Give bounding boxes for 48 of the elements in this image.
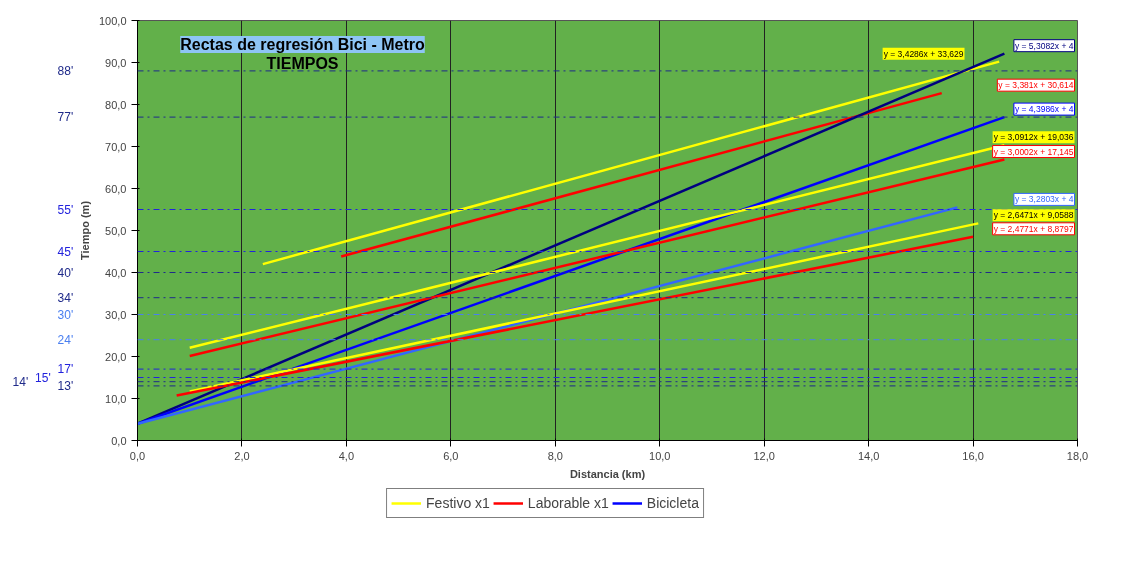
ref-line-label: 30' — [57, 307, 74, 322]
x-tick-label: 2,0 — [234, 449, 250, 462]
ref-line-label: 88' — [57, 63, 74, 78]
ref-line-label: 24' — [57, 332, 74, 347]
ref-line-label: 77' — [57, 110, 74, 125]
ref-line-label: 13' — [57, 378, 74, 393]
ref-line-label: 45' — [57, 244, 74, 259]
y-tick-label: 70,0 — [105, 140, 127, 153]
y-tick-label: 80,0 — [105, 98, 127, 111]
x-tick-label: 12,0 — [753, 449, 775, 462]
ref-line-label: 17' — [57, 362, 74, 377]
x-tick-label: 16,0 — [962, 449, 984, 462]
x-tick-label: 4,0 — [338, 449, 355, 462]
y-tick-label: 10,0 — [105, 392, 127, 405]
y-tick-label: 0,0 — [111, 434, 127, 447]
y-tick-label: 50,0 — [105, 224, 127, 237]
annotation: y = 4,3986x + 4 — [1014, 104, 1074, 115]
ref-line-label: 40' — [57, 265, 74, 280]
annotation: y = 3,2803x + 4 — [1014, 194, 1074, 205]
annotation: y = 3,0912x + 19,036 — [993, 132, 1074, 143]
x-tick-label: 6,0 — [443, 449, 459, 462]
x-tick-label: 8,0 — [547, 449, 563, 462]
legend-label: Bicicleta — [646, 495, 699, 511]
x-tick-label: 14,0 — [857, 449, 880, 462]
y-tick-label: 100,0 — [98, 14, 127, 27]
y-axis-title: Tiempo (m) — [78, 200, 91, 261]
annotation: y = 3,0002x + 17,145 — [993, 146, 1074, 157]
legend-label: Festivo x1 — [426, 495, 490, 511]
annotation: y = 2,6471x + 9,0588 — [993, 210, 1074, 221]
legend-label: Laborable x1 — [527, 495, 609, 511]
y-tick-label: 20,0 — [105, 350, 127, 363]
x-tick-label: 10,0 — [649, 449, 671, 462]
x-tick-label: 0,0 — [129, 449, 146, 462]
x-axis-title: Distancia (km) — [569, 467, 646, 480]
annotation: y = 2,4771x + 8,8797 — [993, 223, 1074, 234]
text: Rectas de regresión Bici - Metro TIEMPOS — [180, 36, 425, 72]
x-tick-label: 18,0 — [1066, 449, 1089, 462]
y-tick-label: 60,0 — [105, 182, 127, 195]
y-tick-label: 40,0 — [105, 266, 127, 279]
annotation: y = 3,4286x + 33,629 — [883, 48, 964, 59]
annotation: y = 3,381x + 30,614 — [998, 80, 1074, 91]
ref-line-label: 34' — [57, 290, 74, 305]
ref-line-label: 55' — [57, 202, 74, 217]
y-tick-label: 30,0 — [105, 308, 127, 321]
ref-line-label: 15' — [35, 370, 51, 385]
y-tick-label: 90,0 — [105, 56, 127, 69]
annotation: y = 5,3082x + 4 — [1014, 40, 1074, 51]
ref-line-label: 14' — [12, 374, 29, 389]
